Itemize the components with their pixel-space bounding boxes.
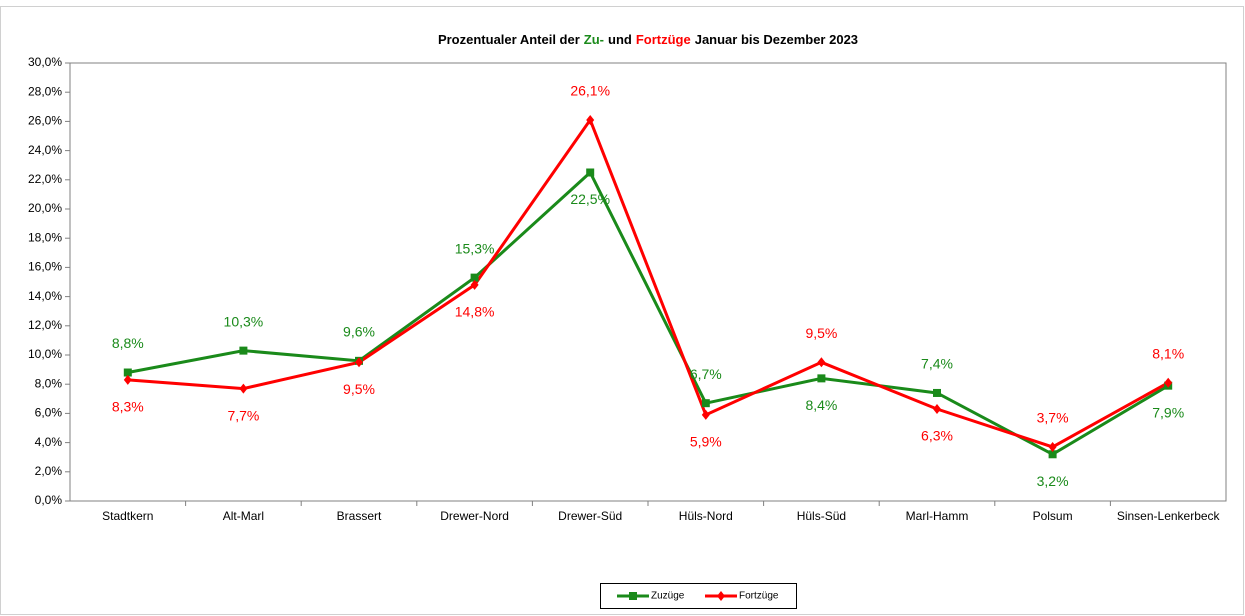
- x-tick-label: Polsum: [1033, 509, 1073, 523]
- y-tick-label: 6,0%: [35, 406, 63, 420]
- title-part: Januar bis Dezember 2023: [695, 32, 858, 47]
- x-tick-label: Stadtkern: [102, 509, 153, 523]
- title-part: und: [608, 32, 632, 47]
- y-tick-label: 8,0%: [35, 376, 63, 390]
- y-tick-label: 18,0%: [28, 230, 62, 244]
- chart-frame: [0, 6, 1244, 615]
- title-part: Zu-: [584, 32, 604, 47]
- data-label: 7,4%: [921, 356, 953, 372]
- y-tick-label: 30,0%: [28, 55, 62, 69]
- x-tick-label: Hüls-Süd: [797, 509, 846, 523]
- series-line: [127, 170, 1169, 456]
- marker: [123, 368, 132, 377]
- data-label: 8,4%: [805, 397, 837, 413]
- x-tick-label: Sinsen-Lenkerbeck: [1117, 509, 1221, 523]
- marker: [701, 399, 710, 408]
- data-label: 14,8%: [455, 304, 495, 320]
- data-label: 8,8%: [112, 335, 144, 351]
- x-tick-label: Alt-Marl: [223, 509, 264, 523]
- x-tick-label: Drewer-Nord: [440, 509, 509, 523]
- marker: [123, 374, 132, 385]
- title-part: Prozentualer Anteil der: [438, 32, 580, 47]
- data-label: 7,9%: [1152, 404, 1184, 420]
- series-line: [127, 116, 1169, 449]
- marker: [470, 273, 479, 282]
- marker: [586, 168, 595, 177]
- data-label: 8,3%: [112, 399, 144, 415]
- marker: [817, 357, 826, 368]
- y-tick-label: 26,0%: [28, 114, 62, 128]
- x-tick-label: Drewer-Süd: [558, 509, 622, 523]
- legend-label: Fortzüge: [739, 591, 779, 602]
- marker: [629, 592, 637, 600]
- marker: [470, 279, 479, 290]
- marker: [817, 374, 826, 383]
- data-label: 5,9%: [690, 434, 722, 450]
- data-label: 9,5%: [805, 325, 837, 341]
- data-label: 26,1%: [570, 83, 610, 99]
- marker: [239, 383, 248, 394]
- data-label: 7,7%: [227, 407, 259, 423]
- marker: [1048, 441, 1057, 452]
- marker: [933, 388, 941, 397]
- data-label: 6,3%: [921, 428, 953, 444]
- data-label: 3,7%: [1037, 410, 1069, 426]
- y-tick-label: 14,0%: [28, 289, 62, 303]
- y-tick-label: 0,0%: [35, 493, 63, 507]
- data-label: 6,7%: [690, 366, 722, 382]
- chart-title: Prozentualer Anteil der Zu-und Fortzüge Jan…: [438, 32, 858, 47]
- y-tick-label: 28,0%: [28, 84, 62, 98]
- data-label: 9,5%: [343, 381, 375, 397]
- marker: [239, 346, 248, 355]
- y-tick-label: 4,0%: [35, 435, 63, 449]
- title-part: Fortzüge: [636, 32, 691, 47]
- data-label: 22,5%: [570, 191, 610, 207]
- y-tick-label: 2,0%: [35, 464, 63, 478]
- x-tick-label: Marl-Hamm: [906, 509, 969, 523]
- data-label: 15,3%: [455, 240, 495, 256]
- marker: [933, 404, 941, 415]
- marker: [1048, 450, 1057, 459]
- data-label: 10,3%: [224, 313, 264, 329]
- y-tick-label: 10,0%: [28, 347, 62, 361]
- y-tick-label: 20,0%: [28, 201, 62, 215]
- x-tick-label: Brassert: [337, 509, 382, 523]
- data-label: 9,6%: [343, 324, 375, 340]
- marker: [1164, 377, 1173, 388]
- data-label: 3,2%: [1037, 473, 1069, 489]
- y-tick-label: 24,0%: [28, 143, 62, 157]
- y-tick-label: 12,0%: [28, 318, 62, 332]
- marker: [717, 591, 725, 601]
- x-tick-label: Hüls-Nord: [679, 509, 733, 523]
- marker: [701, 409, 710, 420]
- marker: [355, 357, 363, 368]
- data-label: 8,1%: [1152, 345, 1184, 361]
- marker: [586, 114, 595, 125]
- legend-label: Zuzüge: [651, 591, 685, 602]
- y-tick-label: 16,0%: [28, 260, 62, 274]
- y-tick-label: 22,0%: [28, 172, 62, 186]
